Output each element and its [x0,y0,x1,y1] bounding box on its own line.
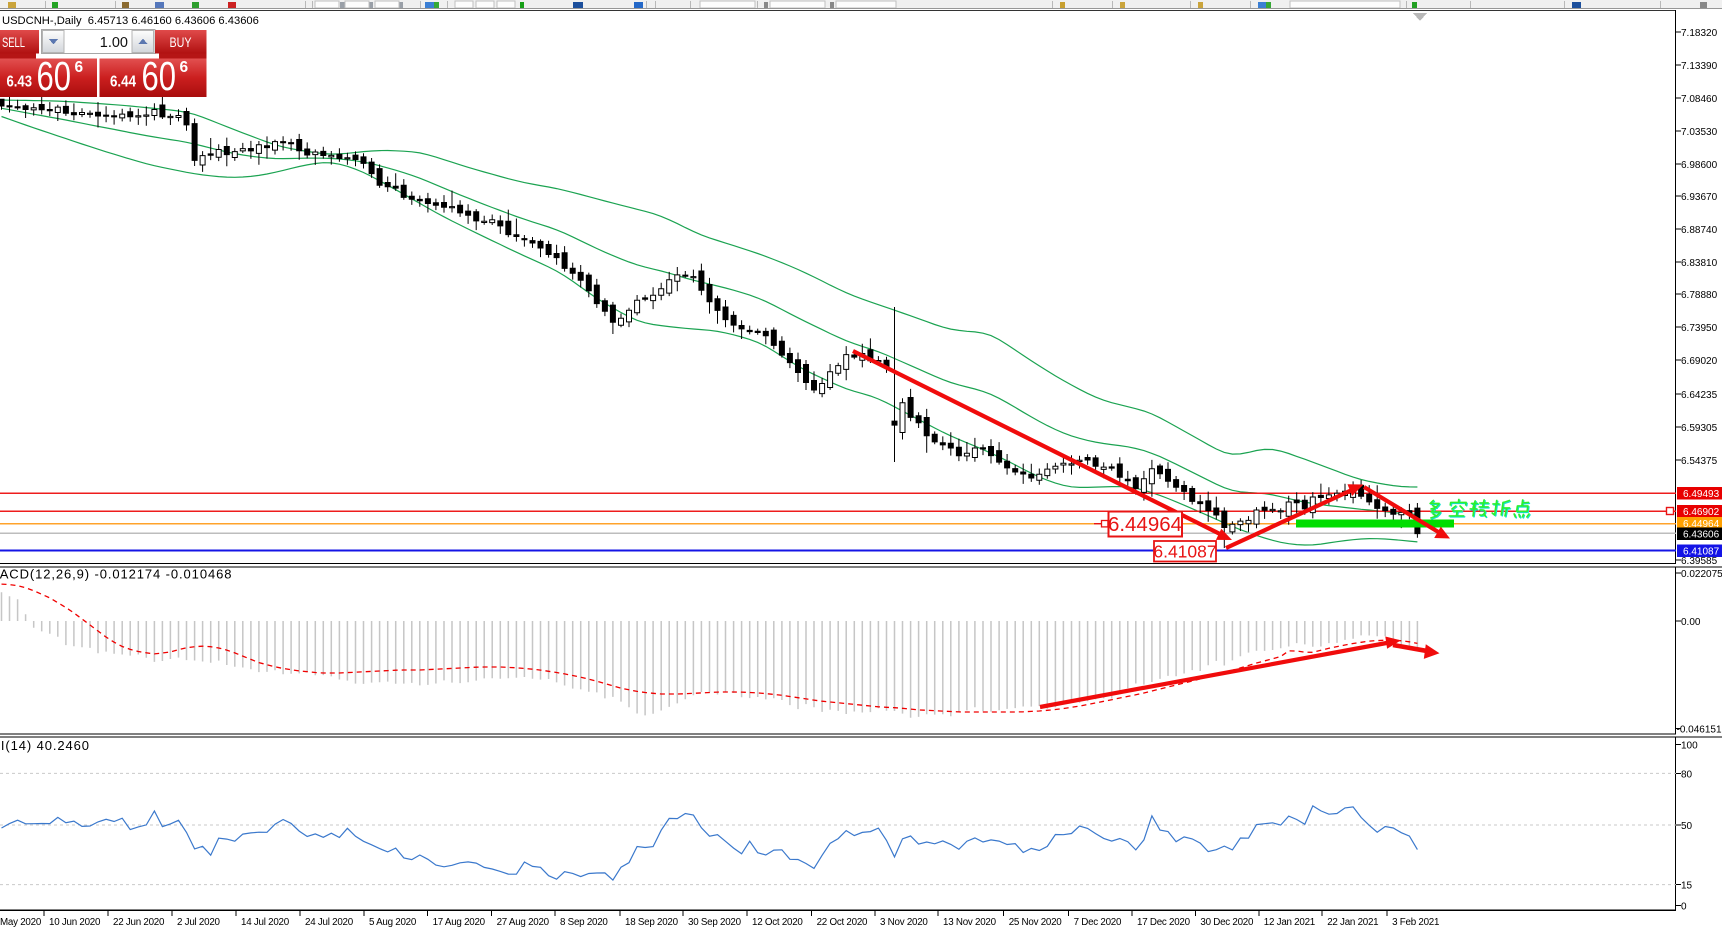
svg-text:24 Jul 2020: 24 Jul 2020 [305,917,354,928]
svg-text:2 Jul 2020: 2 Jul 2020 [177,917,221,928]
svg-text:6.49493: 6.49493 [1683,489,1720,500]
svg-text:60: 60 [142,53,177,99]
svg-text:10 Jun 2020: 10 Jun 2020 [49,917,101,928]
svg-text:12 Oct 2020: 12 Oct 2020 [752,917,803,928]
svg-text:17 Dec 2020: 17 Dec 2020 [1137,917,1191,928]
svg-text:0.022075: 0.022075 [1681,569,1722,580]
svg-text:15: 15 [1681,881,1693,892]
svg-text:6.93670: 6.93670 [1681,192,1718,203]
svg-text:0: 0 [1681,902,1687,913]
svg-text:8 Sep 2020: 8 Sep 2020 [560,917,608,928]
svg-text:7.13390: 7.13390 [1681,61,1718,72]
svg-text:14 Jul 2020: 14 Jul 2020 [241,917,290,928]
svg-text:RSI(14) 40.2460: RSI(14) 40.2460 [0,738,90,753]
svg-text:May 2020: May 2020 [0,917,42,928]
svg-text:6: 6 [75,59,84,76]
svg-text:25 Nov 2020: 25 Nov 2020 [1009,917,1063,928]
svg-text:6.44964: 6.44964 [1108,513,1182,536]
svg-text:22 Jan 2021: 22 Jan 2021 [1327,917,1378,928]
svg-text:6.39585: 6.39585 [1681,556,1718,567]
svg-text:6.59305: 6.59305 [1681,423,1718,434]
svg-text:-0.046151: -0.046151 [1677,725,1722,736]
svg-text:6.43606: 6.43606 [1683,530,1720,541]
svg-text:0.00: 0.00 [1681,617,1701,628]
svg-text:USDCNH-,Daily 6.45713 6.46160: USDCNH-,Daily 6.45713 6.46160 6.43606 6.… [2,15,259,27]
svg-text:6.44964: 6.44964 [1683,519,1720,530]
svg-text:BUY: BUY [170,35,192,50]
svg-text:6: 6 [180,59,189,76]
svg-text:12 Jan 2021: 12 Jan 2021 [1264,917,1315,928]
svg-text:6.41087: 6.41087 [1683,546,1720,557]
svg-text:6.54375: 6.54375 [1681,456,1718,467]
svg-text:30 Dec 2020: 30 Dec 2020 [1200,917,1254,928]
svg-text:7.08460: 7.08460 [1681,94,1718,105]
svg-text:MACD(12,26,9) -0.012174 -0.010: MACD(12,26,9) -0.012174 -0.010468 [0,567,232,582]
svg-text:5 Aug 2020: 5 Aug 2020 [369,917,417,928]
svg-text:6.43: 6.43 [7,74,33,91]
svg-text:100: 100 [1681,741,1698,752]
svg-text:6.83810: 6.83810 [1681,258,1718,269]
svg-text:22 Jun 2020: 22 Jun 2020 [113,917,165,928]
svg-text:18 Sep 2020: 18 Sep 2020 [625,917,679,928]
svg-text:6.73950: 6.73950 [1681,323,1718,334]
svg-text:6.46902: 6.46902 [1683,507,1720,518]
svg-text:6.88740: 6.88740 [1681,225,1718,236]
svg-text:80: 80 [1681,769,1693,780]
svg-text:6.98600: 6.98600 [1681,160,1718,171]
svg-text:27 Aug 2020: 27 Aug 2020 [497,917,550,928]
svg-text:50: 50 [1681,821,1693,832]
svg-text:6.78880: 6.78880 [1681,290,1718,301]
svg-text:6.41087: 6.41087 [1153,542,1216,562]
svg-text:3 Nov 2020: 3 Nov 2020 [880,917,928,928]
svg-text:17 Aug 2020: 17 Aug 2020 [433,917,486,928]
svg-text:13 Nov 2020: 13 Nov 2020 [943,917,997,928]
svg-text:3 Feb 2021: 3 Feb 2021 [1392,917,1439,928]
svg-text:6.64235: 6.64235 [1681,390,1718,401]
svg-text:1.00: 1.00 [100,35,128,51]
svg-text:60: 60 [37,53,72,99]
svg-text:SELL: SELL [2,35,25,50]
svg-text:22 Oct 2020: 22 Oct 2020 [817,917,868,928]
svg-text:6.69020: 6.69020 [1681,356,1718,367]
svg-text:7.03530: 7.03530 [1681,127,1718,138]
svg-text:7.18320: 7.18320 [1681,28,1718,39]
svg-text:6.44: 6.44 [110,74,136,91]
svg-text:30 Sep 2020: 30 Sep 2020 [688,917,742,928]
svg-text:7 Dec 2020: 7 Dec 2020 [1074,917,1122,928]
